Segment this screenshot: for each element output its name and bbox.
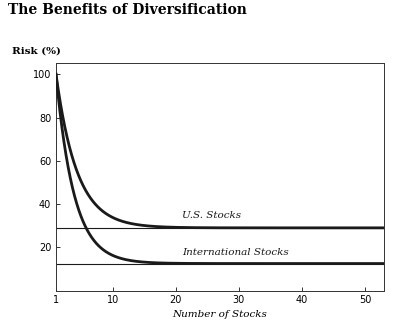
Text: The Benefits of Diversification: The Benefits of Diversification: [8, 3, 247, 17]
Text: Risk (%): Risk (%): [12, 46, 61, 55]
Text: International Stocks: International Stocks: [182, 248, 289, 257]
Text: U.S. Stocks: U.S. Stocks: [182, 211, 241, 220]
X-axis label: Number of Stocks: Number of Stocks: [172, 310, 268, 319]
